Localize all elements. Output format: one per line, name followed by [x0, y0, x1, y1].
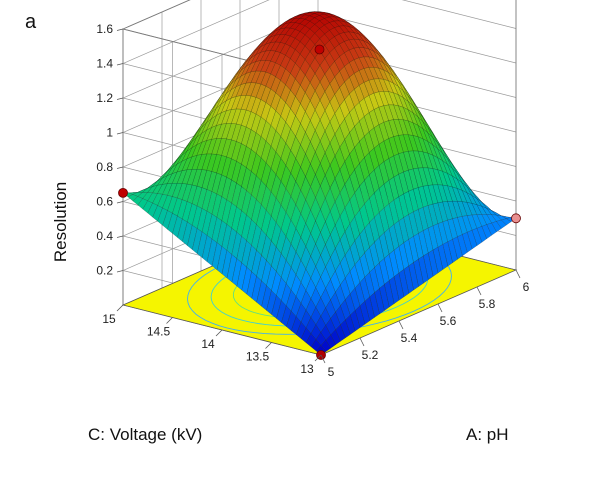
z-tick-mark — [116, 270, 124, 273]
x-tick-mark — [476, 286, 482, 296]
design-point — [118, 187, 128, 198]
x-tick-label: 6 — [523, 280, 530, 294]
z-tick-mark — [116, 132, 124, 135]
z-tick-label: 1 — [106, 126, 113, 140]
y-tick-label: 13.5 — [246, 350, 270, 364]
x-tick-mark — [515, 269, 521, 279]
x-tick-mark — [398, 320, 404, 330]
z-tick-mark — [116, 28, 124, 31]
z-tick-label: 1.2 — [96, 91, 113, 105]
z-tick-label: 0.6 — [96, 195, 113, 209]
y-axis-label: C: Voltage (kV) — [88, 425, 202, 444]
response-surface-mesh — [122, 11, 517, 356]
z-tick-label: 0.2 — [96, 264, 113, 278]
design-point — [314, 44, 325, 55]
x-tick-label: 5 — [328, 365, 335, 379]
z-tick-label: 1.4 — [96, 57, 113, 71]
x-tick-label: 5.8 — [479, 297, 496, 311]
y-tick-mark — [265, 342, 272, 349]
y-tick-mark — [314, 354, 322, 362]
x-tick-label: 5.2 — [362, 348, 379, 362]
z-tick-label: 0.8 — [96, 160, 113, 174]
x-tick-mark — [437, 303, 443, 313]
x-tick-mark — [320, 354, 326, 364]
y-tick-mark — [116, 304, 124, 312]
x-tick-label: 5.6 — [440, 314, 457, 328]
z-tick-mark — [116, 166, 124, 169]
box-top-edge — [121, 0, 322, 80]
z-tick-mark — [116, 63, 124, 66]
z-tick-mark — [116, 235, 124, 238]
y-tick-label: 14.5 — [147, 325, 171, 339]
panel-label: a — [25, 11, 37, 33]
design-point — [511, 213, 521, 224]
y-tick-label: 13 — [300, 362, 314, 376]
z-tick-mark — [116, 201, 124, 204]
x-axis-label: A: pH — [466, 425, 509, 444]
z-tick-mark — [116, 97, 124, 100]
y-tick-mark — [166, 317, 173, 324]
x-tick-mark — [359, 337, 365, 347]
y-tick-label: 14 — [201, 337, 215, 351]
z-tick-label: 0.4 — [96, 229, 113, 243]
z-tick-label: 1.6 — [96, 22, 113, 36]
x-tick-label: 5.4 — [401, 331, 418, 345]
z-axis-label: Resolution — [51, 182, 70, 262]
y-tick-label: 15 — [102, 312, 116, 326]
axis-ticks: 0.2 0.4 0.6 0.8 1 1.2 1.4 1.6 5 5.2 5.4 5.6 5.8 6 13 13… — [96, 22, 529, 379]
y-tick-mark — [215, 329, 223, 337]
